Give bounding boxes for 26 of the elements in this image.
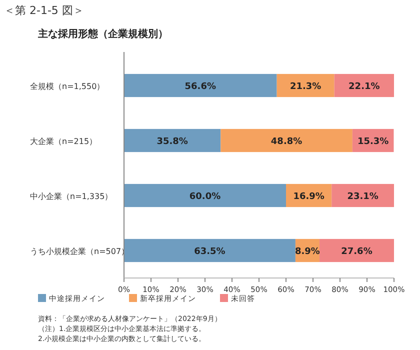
data-label: 27.6% (341, 247, 372, 257)
data-label: 16.9% (293, 192, 324, 202)
bar (319, 238, 394, 262)
data-label: 56.6% (184, 82, 216, 92)
bar (124, 128, 221, 152)
y-tick-label: 全規模（n=1,550） (30, 82, 105, 91)
data-label: 60.0% (189, 192, 221, 202)
data-label: 22.1% (348, 82, 380, 92)
data-label: 8.9% (294, 247, 320, 257)
data-label: 23.1% (347, 192, 378, 202)
bar (124, 184, 286, 208)
y-tick-label: 中小企業（n=1,335） (30, 192, 113, 201)
bar (334, 74, 394, 98)
data-label: 48.8% (270, 137, 302, 147)
bar (124, 74, 277, 98)
data-label: 21.3% (290, 82, 322, 92)
chart-subtitle: 主な採用形態（企業規模別） (37, 28, 168, 40)
y-tick-label: 大企業（n=215） (30, 137, 98, 146)
bar (124, 238, 296, 262)
bar (332, 184, 394, 208)
data-label: 35.8% (156, 137, 188, 147)
bar (276, 74, 334, 98)
chart-title: ＜第 2-1-5 図＞ (4, 4, 84, 17)
bar (220, 128, 352, 152)
data-label: 15.3% (357, 137, 389, 147)
data-label: 63.5% (194, 247, 226, 257)
